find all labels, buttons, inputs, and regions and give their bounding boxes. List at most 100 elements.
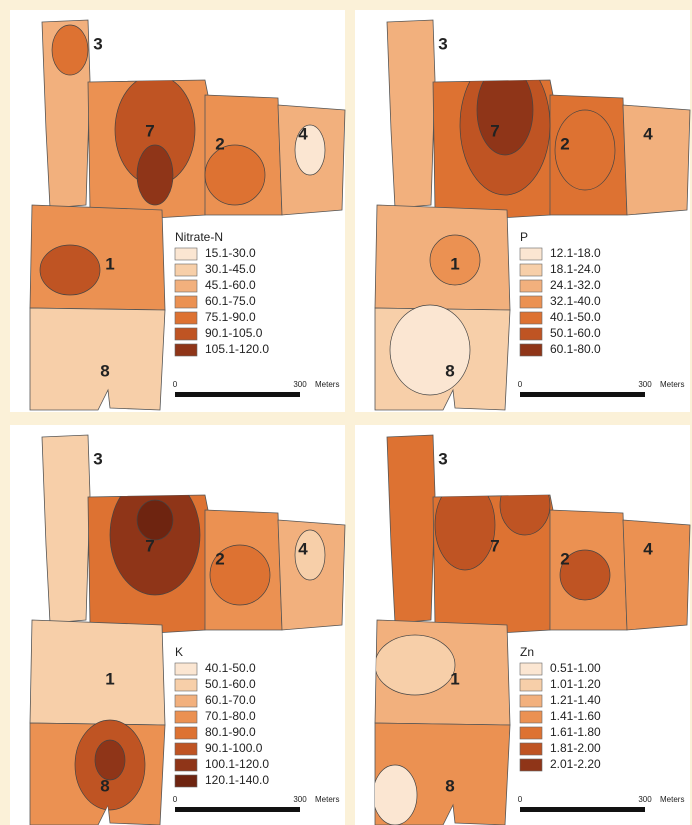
legend-label: 1.21-1.40 xyxy=(550,693,601,707)
legend-swatch xyxy=(520,679,542,691)
field-label: 4 xyxy=(643,124,653,143)
legend-label: 60.1-80.0 xyxy=(550,342,601,356)
field-label: 1 xyxy=(105,254,114,273)
legend-label: 80.1-90.0 xyxy=(205,725,256,739)
scale-bar xyxy=(520,807,645,812)
legend-swatch xyxy=(175,248,197,260)
legend-label: 120.1-140.0 xyxy=(205,773,269,787)
field-label: 3 xyxy=(93,449,102,468)
field-label: 4 xyxy=(298,124,308,143)
field-label: 3 xyxy=(93,34,102,53)
scale-unit: Meters xyxy=(315,380,339,389)
legend-label: 70.1-80.0 xyxy=(205,709,256,723)
legend-swatch xyxy=(175,695,197,707)
field-label: 8 xyxy=(445,361,454,380)
field-label: 2 xyxy=(560,134,569,153)
field-label: 8 xyxy=(100,776,109,795)
legend-swatch xyxy=(520,727,542,739)
legend-swatch xyxy=(175,344,197,356)
field-label: 3 xyxy=(438,449,447,468)
legend-swatch xyxy=(520,711,542,723)
legend-label: 60.1-75.0 xyxy=(205,294,256,308)
field-label: 4 xyxy=(298,539,308,558)
legend-label: 18.1-24.0 xyxy=(550,262,601,276)
scale-unit: Meters xyxy=(660,380,684,389)
field-label: 7 xyxy=(145,536,154,555)
field-label: 7 xyxy=(490,121,499,140)
legend-swatch xyxy=(520,296,542,308)
scale-end: 300 xyxy=(638,795,652,804)
legend-swatch xyxy=(175,663,197,675)
scale-bar xyxy=(175,807,300,812)
field-label: 4 xyxy=(643,539,653,558)
contour-zone xyxy=(373,765,417,825)
legend-label: 24.1-32.0 xyxy=(550,278,601,292)
contour-zone xyxy=(375,635,455,695)
legend-label: 1.81-2.00 xyxy=(550,741,601,755)
contour-zone xyxy=(137,500,173,540)
legend-label: 45.1-60.0 xyxy=(205,278,256,292)
legend-label: 90.1-105.0 xyxy=(205,326,263,340)
field-label: 1 xyxy=(105,669,114,688)
legend-swatch xyxy=(175,743,197,755)
legend-label: 100.1-120.0 xyxy=(205,757,269,771)
field-label: 8 xyxy=(100,361,109,380)
legend-label: 40.1-50.0 xyxy=(550,310,601,324)
page: 372418Nitrate-N15.1-30.030.1-45.045.1-60… xyxy=(0,0,692,825)
scale-end: 300 xyxy=(293,380,307,389)
legend-label: 1.01-1.20 xyxy=(550,677,601,691)
legend-label: 32.1-40.0 xyxy=(550,294,601,308)
legend-swatch xyxy=(175,280,197,292)
contour-zone xyxy=(40,245,100,295)
field-label: 2 xyxy=(560,549,569,568)
field-label: 1 xyxy=(450,254,459,273)
field xyxy=(30,308,165,410)
contour-zone xyxy=(390,305,470,395)
scale-start: 0 xyxy=(518,380,523,389)
contour-zone xyxy=(137,145,173,205)
scale-unit: Meters xyxy=(315,795,339,804)
legend-title: K xyxy=(175,645,183,659)
legend-swatch xyxy=(175,264,197,276)
figure: 372418Nitrate-N15.1-30.030.1-45.045.1-60… xyxy=(0,0,692,825)
field xyxy=(623,520,690,630)
scale-bar xyxy=(175,392,300,397)
legend-swatch xyxy=(520,312,542,324)
field-label: 7 xyxy=(145,121,154,140)
legend-swatch xyxy=(175,775,197,787)
field xyxy=(387,20,435,208)
legend-swatch xyxy=(520,328,542,340)
scale-unit: Meters xyxy=(660,795,684,804)
scale-start: 0 xyxy=(518,795,523,804)
legend-swatch xyxy=(520,759,542,771)
legend-label: 50.1-60.0 xyxy=(550,326,601,340)
legend-label: 0.51-1.00 xyxy=(550,661,601,675)
legend-label: 75.1-90.0 xyxy=(205,310,256,324)
legend-swatch xyxy=(520,663,542,675)
scale-start: 0 xyxy=(173,795,178,804)
contour-zone xyxy=(52,25,88,75)
contour-zone xyxy=(95,740,125,780)
field xyxy=(387,435,435,623)
legend-label: 40.1-50.0 xyxy=(205,661,256,675)
legend-label: 90.1-100.0 xyxy=(205,741,263,755)
field-label: 2 xyxy=(215,134,224,153)
map-panel: 372418P12.1-18.018.1-24.024.1-32.032.1-4… xyxy=(355,10,690,412)
scale-bar xyxy=(520,392,645,397)
legend-swatch xyxy=(520,695,542,707)
legend-swatch xyxy=(520,344,542,356)
scale-end: 300 xyxy=(638,380,652,389)
legend-swatch xyxy=(520,248,542,260)
field xyxy=(623,105,690,215)
legend-swatch xyxy=(175,312,197,324)
legend-label: 60.1-70.0 xyxy=(205,693,256,707)
legend-label: 105.1-120.0 xyxy=(205,342,269,356)
map-panel: 372418Nitrate-N15.1-30.030.1-45.045.1-60… xyxy=(10,10,345,412)
legend-title: P xyxy=(520,230,528,244)
legend-label: 2.01-2.20 xyxy=(550,757,601,771)
legend-label: 15.1-30.0 xyxy=(205,246,256,260)
field-label: 8 xyxy=(445,776,454,795)
field-label: 2 xyxy=(215,549,224,568)
legend-label: 12.1-18.0 xyxy=(550,246,601,260)
legend-swatch xyxy=(175,296,197,308)
